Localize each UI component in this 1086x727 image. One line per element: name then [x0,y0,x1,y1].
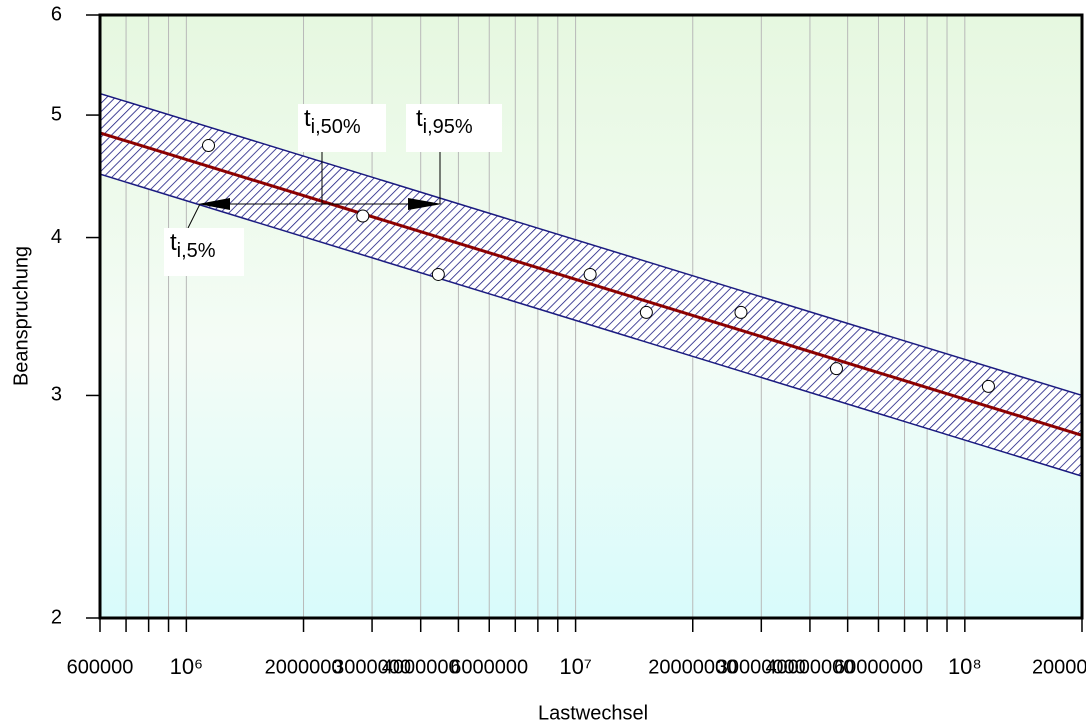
x-tick-label: 2000000 [265,656,343,678]
x-axis-label: Lastwechsel [538,702,648,724]
x-tick-label: 200000000 [1032,656,1086,678]
annotation: ti,5% [170,229,216,262]
data-point [202,139,216,153]
x-tick-label: 10⁶ [170,654,204,679]
x-tick-label: 4000000 [382,656,460,678]
x-tick-label: 40000000 [765,656,854,678]
annotation-subscript: i,50% [311,116,361,138]
arrow-head [408,198,442,210]
data-point [734,305,748,319]
x-tick-label: 60000000 [834,656,923,678]
annotation-subscript: i,5% [177,240,216,262]
annotation-text: t [416,105,423,132]
median-line [100,131,1082,437]
data-point [356,209,370,223]
band-edge [100,173,1082,477]
plot-area [100,92,1082,477]
annotation: ti,95% [416,105,473,138]
y-tick-label: 2 [51,606,62,628]
band-edge [100,92,1082,397]
data-point [431,267,445,281]
annotation-subscript: i,95% [423,116,473,138]
annotation-text: t [304,105,311,132]
data-point [829,362,843,376]
y-tick-label: 3 [51,384,62,406]
data-point [981,379,995,393]
x-tick-label: 3000000 [333,656,411,678]
leader-line [187,203,201,229]
y-tick-label: 4 [51,226,62,248]
x-tick-label: 20000000 [648,656,737,678]
annotations: ti,50% ti,95% ti,5% [164,104,502,276]
label-box [298,104,386,152]
y-axis-label: Beanspruchung [10,246,32,386]
y-tick-label: 5 [51,103,62,125]
x-tick-label: 6000000 [450,656,528,678]
y-tick-label: 6 [51,3,62,25]
annotation-text: t [170,229,177,256]
data-point [639,305,653,319]
x-tick-label: 10⁸ [948,654,982,679]
data-point [583,267,597,281]
x-tick-label: 10⁷ [559,654,591,679]
annotation: ti,50% [304,105,361,138]
x-tick-label: 600000 [67,656,134,678]
label-box [164,228,244,276]
arrow-head [198,198,230,210]
plot-frame [98,13,1084,620]
label-box [406,104,502,152]
x-tick-label: 30000000 [717,656,806,678]
